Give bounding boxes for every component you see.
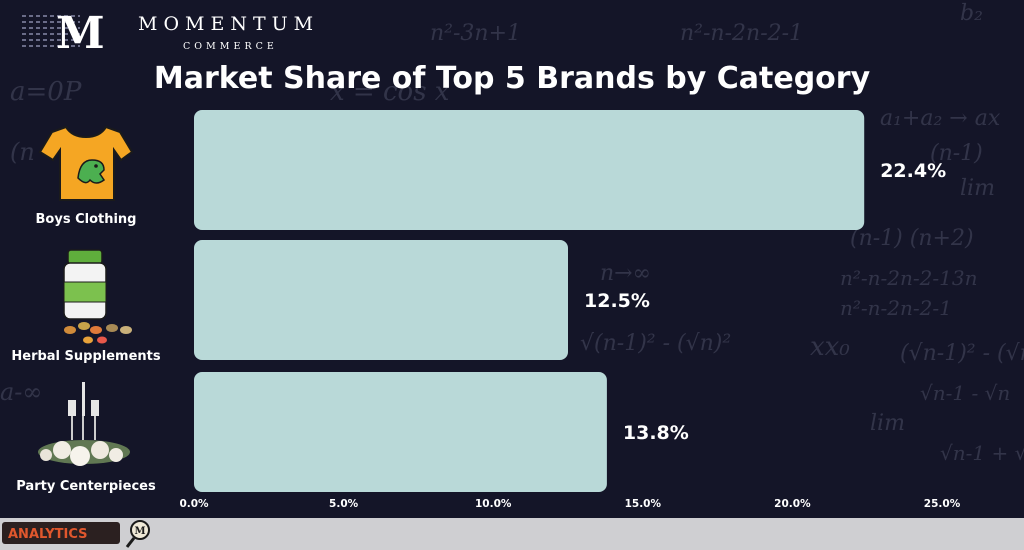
svg-text:a=0P: a=0P bbox=[10, 77, 82, 107]
chart-title: Market Share of Top 5 Brands by Category bbox=[154, 61, 871, 96]
brand-subtitle: COMMERCE bbox=[183, 41, 278, 52]
bar-boys-clothing bbox=[194, 110, 865, 230]
brand-logo-letter: M bbox=[56, 8, 105, 59]
bar-herbal-supplements bbox=[194, 240, 568, 360]
category-label: Herbal Supplements bbox=[11, 349, 161, 364]
svg-text:lim: lim bbox=[960, 176, 995, 201]
svg-text:(√n-1)² - (√n): (√n-1)² - (√n) bbox=[900, 341, 1024, 366]
x-axis-ticks: 0.0% 5.0% 10.0% 15.0% 20.0% 25.0% bbox=[179, 498, 960, 510]
svg-text:x = cos x: x = cos x bbox=[330, 77, 450, 107]
x-tick-label: 15.0% bbox=[625, 498, 662, 510]
svg-text:a-∞: a-∞ bbox=[0, 378, 42, 406]
x-tick-label: 5.0% bbox=[329, 498, 359, 510]
magnifier-seal-icon: M bbox=[125, 520, 150, 548]
svg-text:a₁+a₂ → ax: a₁+a₂ → ax bbox=[880, 106, 1001, 131]
supplement-bottle-icon bbox=[63, 249, 132, 344]
value-label: 13.8% bbox=[623, 422, 689, 444]
x-tick-label: 10.0% bbox=[475, 498, 512, 510]
svg-text:(n-1): (n-1) bbox=[930, 141, 983, 166]
x-tick-label: 0.0% bbox=[179, 498, 209, 510]
value-label: 22.4% bbox=[880, 160, 946, 182]
footer-bar bbox=[0, 518, 1024, 550]
bar-series bbox=[194, 110, 865, 492]
category-label: Party Centerpieces bbox=[16, 479, 156, 494]
category-labels: Boys Clothing Herbal Supplements Party Cen… bbox=[11, 212, 161, 494]
x-tick-label: 25.0% bbox=[924, 498, 961, 510]
bar-party-centerpieces bbox=[194, 372, 607, 492]
svg-text:n²-3n+1: n²-3n+1 bbox=[430, 21, 521, 46]
svg-text:n²-n-2n-2-1: n²-n-2n-2-1 bbox=[680, 21, 803, 46]
svg-text:xx₀: xx₀ bbox=[810, 332, 850, 362]
svg-text:√n-1 - √n: √n-1 - √n bbox=[920, 381, 1010, 405]
svg-text:n²-n-2n-2-1: n²-n-2n-2-1 bbox=[840, 296, 952, 320]
svg-text:n→∞: n→∞ bbox=[600, 261, 651, 286]
value-labels: 22.4% 12.5% 13.8% bbox=[584, 160, 946, 444]
analytics-badge: ANALYTICS bbox=[2, 522, 120, 544]
svg-text:√(n-1)² - (√n)²: √(n-1)² - (√n)² bbox=[580, 331, 731, 356]
seal-letter: M bbox=[134, 526, 145, 537]
striped-pattern-icon bbox=[22, 15, 80, 47]
brand-name: MOMENTUM bbox=[138, 13, 319, 35]
svg-text:b₂: b₂ bbox=[960, 1, 983, 26]
x-tick-label: 20.0% bbox=[774, 498, 811, 510]
svg-text:lim: lim bbox=[870, 411, 905, 436]
svg-text:(n-1) (n+2): (n-1) (n+2) bbox=[850, 226, 974, 251]
t-shirt-dinosaur-icon bbox=[38, 125, 134, 201]
value-label: 12.5% bbox=[584, 290, 650, 312]
svg-text:√n-1 + √n: √n-1 + √n bbox=[940, 441, 1024, 465]
brand-logo: M MOMENTUM COMMERCE bbox=[22, 8, 319, 59]
candle-centerpiece-icon bbox=[38, 382, 130, 466]
category-label: Boys Clothing bbox=[36, 212, 137, 227]
analytics-badge-text: ANALYTICS bbox=[8, 527, 88, 542]
svg-text:(n: (n bbox=[10, 138, 35, 166]
svg-text:n²-n-2n-2-13n: n²-n-2n-2-13n bbox=[840, 266, 977, 290]
